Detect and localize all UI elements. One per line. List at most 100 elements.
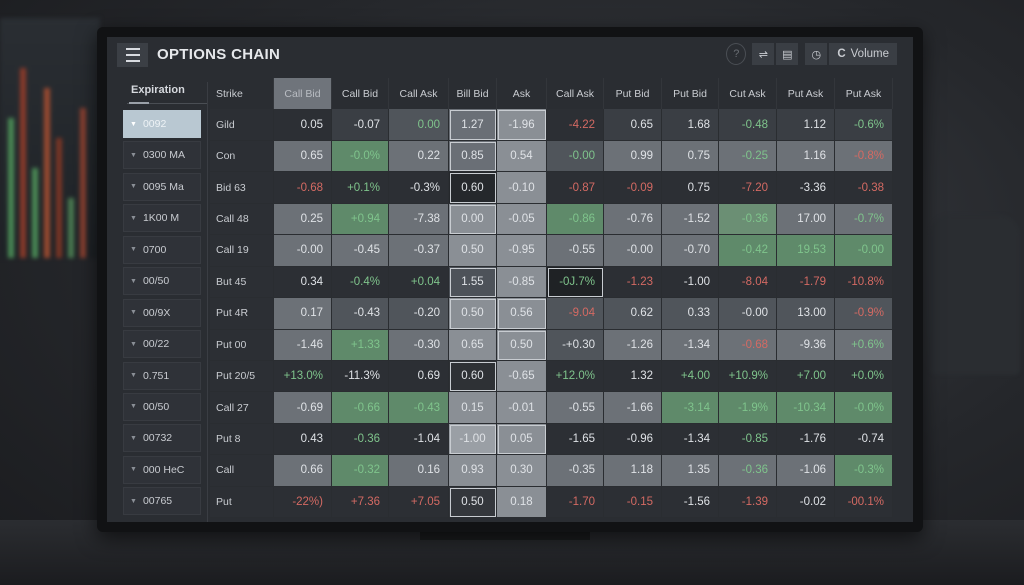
table-cell[interactable]: 0.50 bbox=[449, 298, 497, 330]
table-cell[interactable]: -10.8% bbox=[835, 266, 893, 299]
table-cell[interactable]: -00.1% bbox=[835, 486, 893, 519]
table-cell[interactable]: 0.33 bbox=[662, 298, 719, 330]
table-cell[interactable]: 0.66 bbox=[274, 455, 332, 487]
strike-cell[interactable]: Con bbox=[210, 140, 274, 173]
table-cell[interactable]: +10.9% bbox=[719, 360, 777, 393]
table-cell[interactable]: -0.01 bbox=[497, 392, 547, 424]
table-cell[interactable]: +7.05 bbox=[389, 486, 449, 519]
table-cell[interactable]: -0.15 bbox=[604, 486, 662, 519]
table-cell[interactable]: -0.7% bbox=[835, 203, 893, 236]
filter-icon[interactable]: ⇌ bbox=[752, 43, 775, 65]
table-cell[interactable]: -0.85 bbox=[497, 266, 547, 299]
table-cell[interactable]: -7.38 bbox=[389, 203, 449, 236]
table-cell[interactable]: -0.6% bbox=[835, 109, 893, 141]
table-cell[interactable]: -8.04 bbox=[719, 266, 777, 299]
table-cell[interactable]: -1.23 bbox=[604, 266, 662, 299]
column-header[interactable]: Ask bbox=[497, 78, 547, 109]
strike-cell[interactable]: Put 8 bbox=[210, 423, 274, 456]
table-cell[interactable]: -0.00 bbox=[835, 235, 893, 267]
table-cell[interactable]: -0.3% bbox=[389, 172, 449, 204]
table-cell[interactable]: -0.70 bbox=[662, 235, 719, 267]
table-cell[interactable]: 0.93 bbox=[449, 455, 497, 487]
table-cell[interactable]: -1.06 bbox=[777, 455, 835, 487]
table-cell[interactable]: 0.99 bbox=[604, 140, 662, 173]
expiration-item[interactable]: ▼ 00732 bbox=[123, 424, 201, 453]
table-cell[interactable]: -0.8% bbox=[835, 140, 893, 173]
table-cell[interactable]: -0J.7% bbox=[547, 266, 604, 299]
table-cell[interactable]: -0.32 bbox=[332, 455, 389, 487]
table-cell[interactable]: -1.46 bbox=[274, 329, 332, 361]
table-cell[interactable]: -0.65 bbox=[497, 360, 547, 393]
table-cell[interactable]: +0.1% bbox=[332, 172, 389, 204]
expiration-item[interactable]: ▼ 0700 bbox=[123, 235, 201, 264]
table-cell[interactable]: -1.34 bbox=[662, 329, 719, 361]
table-cell[interactable]: 0.17 bbox=[274, 298, 332, 330]
table-cell[interactable]: -0.00 bbox=[547, 140, 604, 173]
expiration-item[interactable]: ▼ 0095 Ma bbox=[123, 172, 201, 201]
layout-icon[interactable]: ▤ bbox=[776, 43, 799, 65]
expiration-item[interactable]: ▼ 00/22 bbox=[123, 330, 201, 359]
strike-cell[interactable]: Call bbox=[210, 455, 274, 487]
column-header[interactable]: Put Bid bbox=[662, 78, 719, 109]
table-cell[interactable]: -1.79 bbox=[777, 266, 835, 299]
table-cell[interactable]: 0.15 bbox=[449, 392, 497, 424]
expiration-item[interactable]: ▼ 0092 bbox=[123, 110, 201, 138]
table-cell[interactable]: -0.42 bbox=[719, 235, 777, 267]
table-cell[interactable]: 1.18 bbox=[604, 455, 662, 487]
table-cell[interactable]: -0.0% bbox=[835, 392, 893, 424]
table-cell[interactable]: -0.74 bbox=[835, 423, 893, 456]
table-cell[interactable]: +0.94 bbox=[332, 203, 389, 236]
table-cell[interactable]: 0.25 bbox=[274, 203, 332, 236]
table-cell[interactable]: -0.09 bbox=[604, 172, 662, 204]
table-cell[interactable]: -1.70 bbox=[547, 486, 604, 519]
table-cell[interactable]: 1.27 bbox=[449, 109, 497, 141]
strike-cell[interactable]: Put 20/5 bbox=[210, 360, 274, 393]
volume-button[interactable]: C Volume bbox=[829, 43, 897, 65]
strike-cell[interactable]: Put 00 bbox=[210, 329, 274, 361]
column-header[interactable]: Strike bbox=[210, 78, 274, 109]
table-cell[interactable]: 0.22 bbox=[389, 140, 449, 173]
table-cell[interactable]: -0.36 bbox=[719, 203, 777, 236]
table-cell[interactable]: 13.00 bbox=[777, 298, 835, 330]
table-cell[interactable]: +1.33 bbox=[332, 329, 389, 361]
table-cell[interactable]: 0.50 bbox=[449, 235, 497, 267]
table-cell[interactable]: 0.69 bbox=[389, 360, 449, 393]
table-cell[interactable]: -0.66 bbox=[332, 392, 389, 424]
table-cell[interactable]: -1.96 bbox=[497, 109, 547, 141]
table-cell[interactable]: -3.36 bbox=[777, 172, 835, 204]
table-cell[interactable]: 0.00 bbox=[389, 109, 449, 141]
table-cell[interactable]: -1.76 bbox=[777, 423, 835, 456]
table-cell[interactable]: -0.37 bbox=[389, 235, 449, 267]
table-cell[interactable]: -1.39 bbox=[719, 486, 777, 519]
table-cell[interactable]: 0.43 bbox=[274, 423, 332, 456]
table-cell[interactable]: -0.76 bbox=[604, 203, 662, 236]
table-cell[interactable]: +13.0% bbox=[274, 360, 332, 393]
table-cell[interactable]: -1.34 bbox=[662, 423, 719, 456]
table-cell[interactable]: +7.36 bbox=[332, 486, 389, 519]
table-cell[interactable]: 1.32 bbox=[604, 360, 662, 393]
strike-cell[interactable]: Call 48 bbox=[210, 203, 274, 236]
table-cell[interactable]: 0.65 bbox=[449, 329, 497, 361]
table-cell[interactable]: -1.00 bbox=[662, 266, 719, 299]
table-cell[interactable]: 0.16 bbox=[389, 455, 449, 487]
table-cell[interactable]: 0.62 bbox=[604, 298, 662, 330]
strike-cell[interactable]: But 45 bbox=[210, 266, 274, 299]
expiration-item[interactable]: ▼ 00/50 bbox=[123, 267, 201, 296]
table-cell[interactable]: -0.95 bbox=[497, 235, 547, 267]
table-cell[interactable]: 0.05 bbox=[274, 109, 332, 141]
table-cell[interactable]: -22%) bbox=[274, 486, 332, 519]
expiration-item[interactable]: ▼ 0.751 bbox=[123, 361, 201, 390]
expiration-item[interactable]: ▼ 0300 MA bbox=[123, 141, 201, 170]
column-header[interactable]: Call Ask bbox=[547, 78, 604, 109]
table-cell[interactable]: -3.14 bbox=[662, 392, 719, 424]
table-cell[interactable]: 0.34 bbox=[274, 266, 332, 299]
table-cell[interactable]: -0.3% bbox=[835, 455, 893, 487]
menu-button[interactable] bbox=[117, 43, 148, 67]
table-cell[interactable]: -0.86 bbox=[547, 203, 604, 236]
table-cell[interactable]: -10.34 bbox=[777, 392, 835, 424]
table-cell[interactable]: 0.65 bbox=[274, 140, 332, 173]
table-cell[interactable]: -0.85 bbox=[719, 423, 777, 456]
table-cell[interactable]: -7.20 bbox=[719, 172, 777, 204]
table-cell[interactable]: +0.04 bbox=[389, 266, 449, 299]
table-cell[interactable]: -11.3% bbox=[332, 360, 389, 393]
